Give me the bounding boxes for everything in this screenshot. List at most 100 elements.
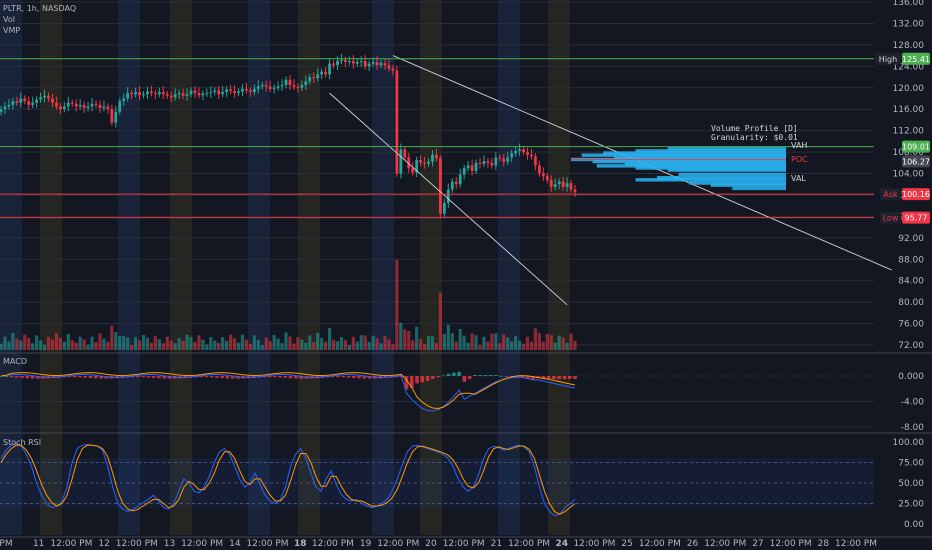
candle-body xyxy=(470,165,474,171)
volume-profile-row xyxy=(581,153,786,157)
volume-bar xyxy=(351,336,355,350)
price-tag-value: 109.01 xyxy=(902,143,930,152)
price-tick-label: 128.00 xyxy=(893,41,925,51)
volume-bar xyxy=(15,338,19,350)
volume-profile-row xyxy=(667,147,786,151)
volume-bar xyxy=(355,341,359,350)
macd-histogram-bar xyxy=(225,376,230,379)
candle-body xyxy=(252,88,256,93)
volume-bar xyxy=(98,333,102,350)
macd-histogram-bar xyxy=(478,374,483,376)
candle-body xyxy=(530,154,533,157)
macd-histogram-bar xyxy=(299,376,303,379)
candle-body xyxy=(395,70,399,174)
volume-bar xyxy=(31,343,35,350)
volume-bar xyxy=(510,341,514,350)
candle-body xyxy=(375,62,379,66)
candle-body xyxy=(553,184,557,187)
volume-bar xyxy=(327,328,332,350)
volume-bar xyxy=(165,336,169,350)
candle-body xyxy=(363,60,367,67)
stoch-tick-label: 0.00 xyxy=(904,520,924,530)
macd-histogram-bar xyxy=(204,376,209,378)
volume-bar xyxy=(506,337,510,350)
candle-body xyxy=(442,202,446,214)
volume-bar xyxy=(126,337,130,350)
candle-body xyxy=(205,93,209,95)
volume-bar xyxy=(62,341,66,350)
macd-histogram-bar xyxy=(162,376,167,379)
macd-tick-label: -4.00 xyxy=(901,398,925,408)
time-tick-label: 12:00 PM xyxy=(704,539,746,549)
candle-body xyxy=(74,103,78,107)
volume-bar xyxy=(213,340,217,350)
volume-profile-row xyxy=(635,178,786,182)
candle-body xyxy=(573,189,577,193)
macd-histogram-bar xyxy=(30,376,35,379)
candle-body xyxy=(454,181,458,185)
volume-bar xyxy=(78,336,82,350)
volume-bar xyxy=(466,342,470,350)
candle-body xyxy=(150,91,153,94)
candle-body xyxy=(482,161,486,164)
macd-histogram-bar xyxy=(136,376,140,378)
candle-body xyxy=(114,111,118,123)
volume-profile-title: Volume Profile [D] xyxy=(711,124,798,133)
volume-bar xyxy=(181,340,185,350)
session-band xyxy=(548,0,570,535)
volume-bar xyxy=(122,335,126,350)
volume-bar xyxy=(82,339,86,350)
candle-body xyxy=(557,181,561,185)
volume-bar xyxy=(149,342,154,350)
candle-body xyxy=(518,149,521,151)
stoch-tick-label: 25.00 xyxy=(898,500,924,510)
candle-body xyxy=(324,71,328,75)
volume-bars xyxy=(0,260,577,350)
session-band xyxy=(498,0,520,535)
time-tick-label: 13 xyxy=(164,539,175,549)
volume-bar xyxy=(438,292,443,350)
candle-body xyxy=(90,103,94,107)
volume-bar xyxy=(189,336,193,350)
price-tick-label: 92.00 xyxy=(898,234,924,244)
price-tick-label: 116.00 xyxy=(893,105,925,115)
volume-bar xyxy=(141,335,146,350)
candle-body xyxy=(439,158,442,214)
volume-bar xyxy=(256,339,260,350)
stoch-band xyxy=(0,458,874,508)
volume-bar xyxy=(312,342,316,350)
session-band xyxy=(420,0,442,535)
volume-bar xyxy=(446,324,450,350)
candle-body xyxy=(407,157,411,169)
time-axis: PM 11 12:00 PM 12 12:00 PM 13 12:00 PM 14 12:00 … xyxy=(0,539,877,549)
candle-body xyxy=(403,149,407,158)
volume-bar xyxy=(264,337,268,350)
time-tick-label: 19 xyxy=(360,539,372,549)
volume-bar xyxy=(137,340,142,350)
volume-bar xyxy=(533,328,538,350)
volume-bar xyxy=(58,337,62,350)
candle-body xyxy=(526,152,529,155)
candle-body xyxy=(181,93,185,96)
volume-bar xyxy=(225,340,229,350)
candle-body xyxy=(383,63,387,66)
candle-body xyxy=(98,104,102,109)
macd-histogram-bar xyxy=(151,376,156,378)
volume-bar xyxy=(157,339,161,350)
macd-histogram-bar xyxy=(9,376,14,378)
volume-bar xyxy=(375,338,379,350)
volume-bar xyxy=(537,333,541,350)
time-tick-label: 14 xyxy=(229,539,241,549)
candle-body xyxy=(387,65,391,69)
time-tick-label: 20 xyxy=(425,539,437,549)
macd-histogram-bar xyxy=(431,376,435,379)
candle-body xyxy=(233,90,236,94)
candle-body xyxy=(478,162,482,164)
candle-body xyxy=(35,99,39,103)
macd-histogram-bar xyxy=(541,376,546,379)
candle-body xyxy=(7,104,11,107)
macd-histogram-bar xyxy=(404,376,409,390)
candle-body xyxy=(296,86,300,88)
time-tick-label: 21 xyxy=(491,539,502,549)
